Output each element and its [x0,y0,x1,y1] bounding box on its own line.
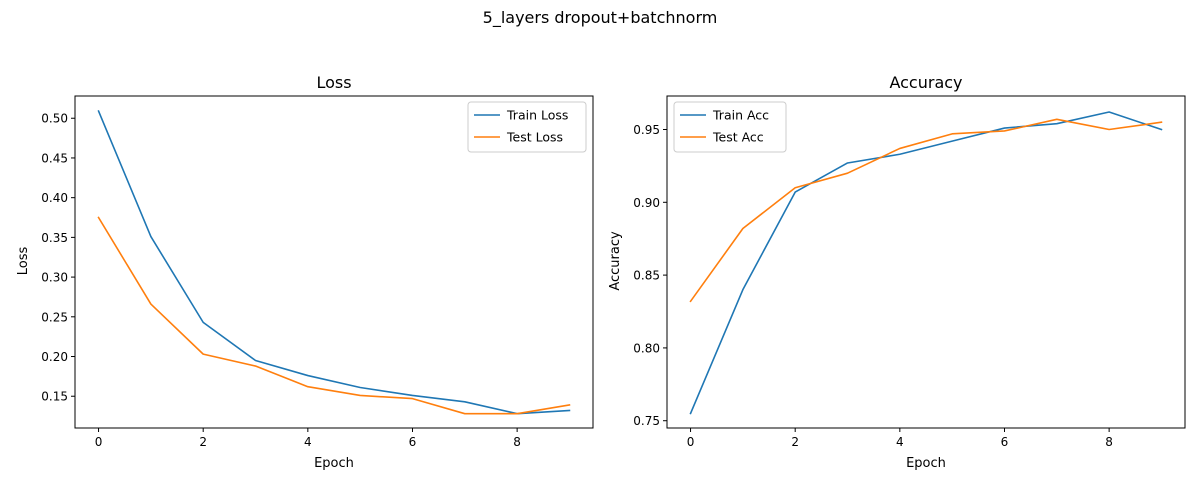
y-tick-label: 0.85 [633,269,660,283]
y-tick-label: 0.80 [633,341,660,355]
y-tick-label: 0.30 [41,271,68,285]
y-axis-label: Accuracy [608,231,623,291]
legend-label: Train Loss [506,108,568,123]
y-tick-label: 0.75 [633,414,660,428]
x-tick-label: 8 [513,435,521,449]
series-line-train-acc [689,111,1163,415]
series-line-train-loss [97,110,571,415]
y-tick-label: 0.25 [41,310,68,324]
x-tick-label: 4 [896,435,904,449]
chart-title: Loss [316,73,351,92]
x-axis-label: Epoch [314,456,354,471]
plot-area-frame [74,95,594,429]
x-axis-label: Epoch [906,456,946,471]
series-line-test-acc [689,118,1163,303]
y-tick-label: 0.40 [41,191,68,205]
series-line-test-loss [97,216,571,415]
legend-label: Test Acc [712,130,764,145]
x-tick-label: 0 [687,435,695,449]
y-tick-label: 0.35 [41,231,68,245]
legend: Train Acc Test Acc [673,101,787,153]
x-tick-label: 6 [409,435,417,449]
x-tick-label: 8 [1105,435,1113,449]
y-tick-label: 0.90 [633,196,660,210]
x-tick-label: 6 [1001,435,1009,449]
x-tick-label: 0 [95,435,103,449]
legend: Train Loss Test Loss [467,101,587,153]
y-tick-label: 0.50 [41,112,68,126]
y-tick-label: 0.45 [41,151,68,165]
chart-title: Accuracy [889,73,962,92]
y-tick-label: 0.95 [633,123,660,137]
y-axis-label: Loss [16,247,31,276]
y-tick-label: 0.20 [41,350,68,364]
plot-area-frame [666,95,1186,429]
legend-label: Test Loss [506,130,563,145]
accuracy-chart: Accuracy Epoch Accuracy 0 2 4 6 8 0.75 0.80 0.8… [608,73,1186,471]
x-tick-label: 2 [199,435,207,449]
y-tick-label: 0.15 [41,390,68,404]
legend-label: Train Acc [712,108,769,123]
loss-chart: Loss Epoch Loss 0 2 4 6 8 0.15 0.20 0.25 0.30 0.3… [16,73,594,471]
x-tick-label: 2 [791,435,799,449]
figure-title: 5_layers dropout+batchnorm [483,8,718,28]
x-tick-label: 4 [304,435,312,449]
